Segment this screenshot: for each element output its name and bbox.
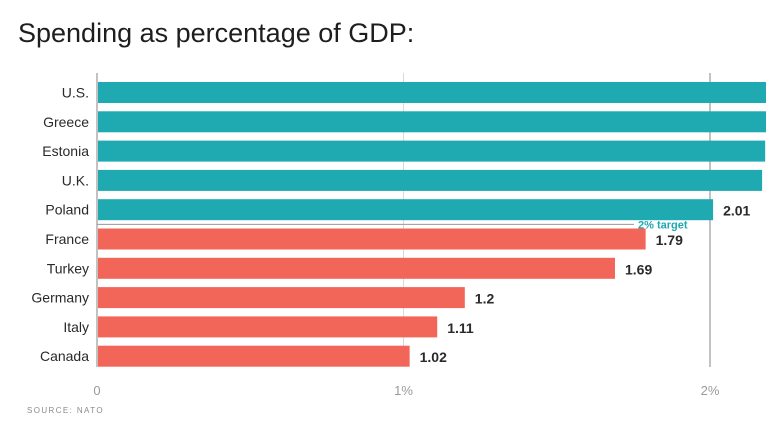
value-label: 1.02: [420, 349, 447, 365]
bar: [98, 111, 766, 133]
category-label: Italy: [63, 319, 89, 335]
target-label: 2% target: [638, 219, 688, 231]
value-label: 1.79: [656, 232, 683, 248]
bar: [98, 140, 766, 162]
x-tick-label: 2%: [701, 383, 720, 398]
value-label: 1.69: [625, 261, 652, 277]
bar: [98, 287, 465, 309]
chart-title: Spending as percentage of GDP:: [18, 18, 415, 48]
bar: [98, 82, 766, 103]
source-note: SOURCE: NATO: [27, 406, 104, 415]
category-label: Poland: [45, 202, 89, 218]
value-label: 2.01: [723, 203, 750, 219]
category-label: U.S.: [62, 85, 89, 101]
bar: [98, 345, 410, 367]
category-label: Greece: [43, 114, 89, 130]
category-label: Canada: [40, 348, 89, 364]
bar: [98, 228, 646, 250]
bar: [98, 199, 714, 221]
x-tick-label: 1%: [394, 383, 413, 398]
value-label: 1.2: [475, 291, 495, 307]
category-label: Germany: [31, 290, 89, 306]
bar: [98, 257, 615, 279]
x-tick-label: 0: [93, 383, 100, 398]
category-label: Estonia: [42, 143, 89, 159]
bar: [98, 316, 438, 338]
category-label: U.K.: [62, 172, 89, 188]
bar: [98, 169, 763, 191]
category-label: France: [45, 231, 89, 247]
value-label: 1.11: [447, 320, 474, 336]
category-label: Turkey: [47, 260, 89, 276]
